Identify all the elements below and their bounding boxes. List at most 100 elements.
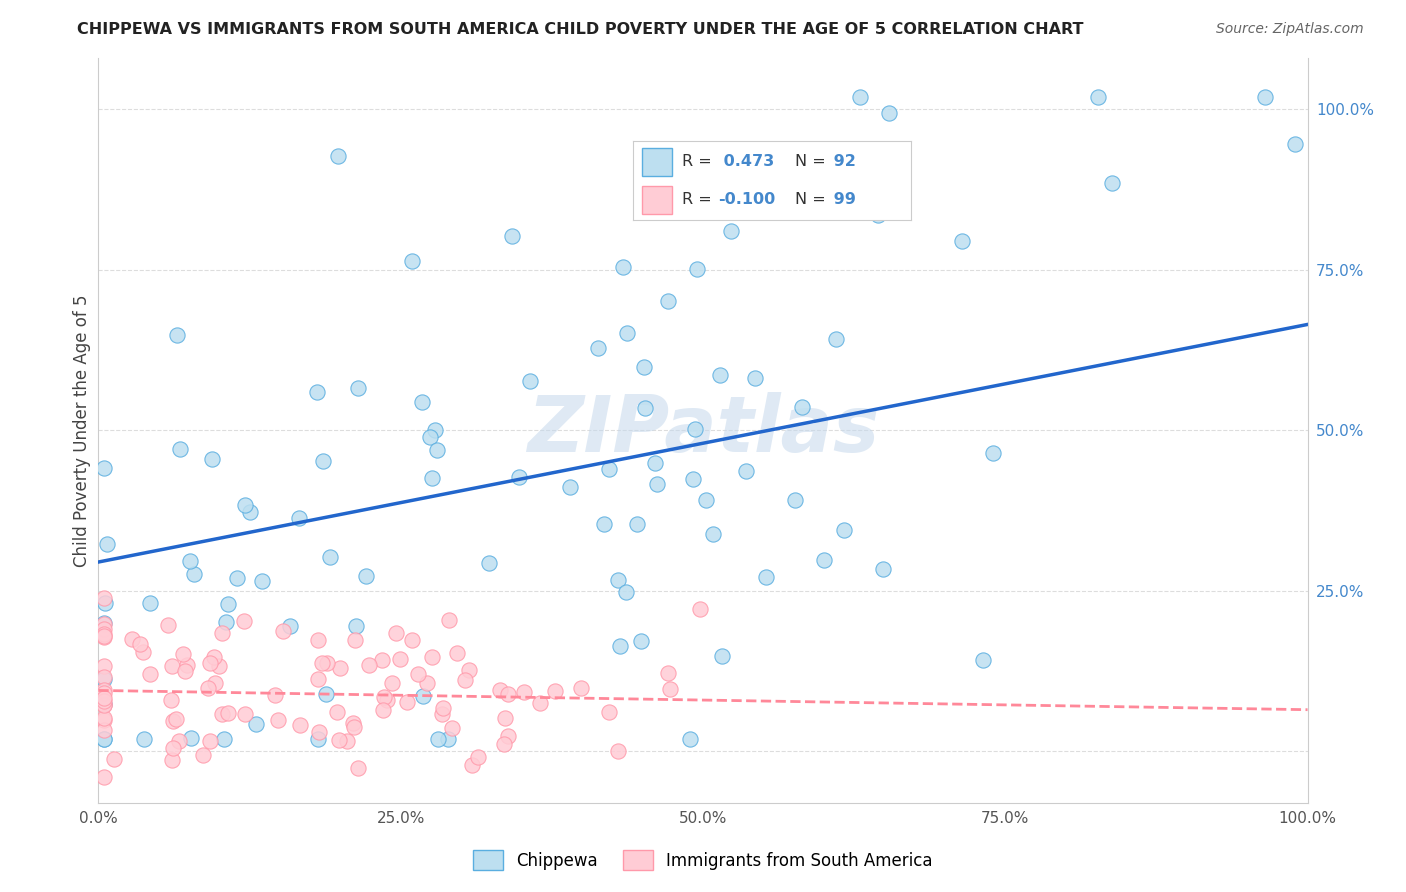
Point [180,731,202,745]
Point [172,647,194,661]
Point [418,430,440,444]
Point [950,234,973,248]
Point [458,663,481,677]
Point [657,294,679,309]
Point [792,401,814,415]
Point [233,706,256,721]
Point [783,493,806,508]
Point [312,454,335,468]
Point [492,737,515,751]
Point [423,423,446,437]
Text: N =: N = [794,193,831,207]
Point [592,516,614,531]
Point [343,720,366,734]
Point [426,443,449,458]
Point [1101,176,1123,190]
Point [226,571,249,585]
Point [983,446,1005,460]
Point [139,596,162,610]
Point [381,676,404,690]
Point [432,707,454,722]
Point [93,697,115,711]
Point [454,673,477,688]
Point [645,477,668,491]
Point [342,716,364,731]
Point [308,725,330,739]
Point [657,665,679,680]
Point [686,261,709,276]
Point [427,731,450,746]
Point [93,658,115,673]
Point [200,656,222,670]
Text: R =: R = [682,154,717,169]
Point [211,706,233,721]
Point [129,637,152,651]
Point [326,706,349,720]
Point [162,754,184,768]
Point [519,374,541,388]
Point [93,623,115,637]
FancyBboxPatch shape [641,186,672,214]
Point [612,260,634,274]
Point [446,646,468,660]
Text: CHIPPEWA VS IMMIGRANTS FROM SOUTH AMERICA CHILD POVERTY UNDER THE AGE OF 5 CORRE: CHIPPEWA VS IMMIGRANTS FROM SOUTH AMERIC… [77,22,1084,37]
Point [202,649,225,664]
Point [288,510,311,524]
Point [271,624,294,639]
Point [872,562,894,576]
Point [328,661,350,675]
Point [598,462,620,476]
Point [93,770,115,784]
Point [156,618,179,632]
Point [356,569,378,583]
Point [179,554,201,568]
Point [879,106,901,120]
Point [217,597,239,611]
Point [825,332,848,346]
Point [598,705,620,719]
Point [406,667,429,681]
Point [93,616,115,631]
Point [432,701,454,715]
Point [326,149,349,163]
Point [250,574,273,588]
Point [634,401,657,415]
Point [494,711,516,725]
Point [461,757,484,772]
Point [208,659,231,673]
Point [166,712,188,726]
Point [420,649,443,664]
Point [176,657,198,672]
Point [702,526,724,541]
Point [1284,137,1306,152]
Point [103,752,125,766]
Point [689,602,711,616]
Point [633,359,655,374]
Point [343,632,366,647]
Point [416,675,439,690]
Point [93,694,115,708]
Point [183,566,205,581]
Point [373,703,395,717]
Point [93,690,115,705]
Point [496,730,519,744]
Point [489,683,512,698]
Point [744,371,766,385]
Point [204,676,226,690]
Point [529,696,551,710]
Point [93,731,115,746]
Y-axis label: Child Poverty Under the Age of 5: Child Poverty Under the Age of 5 [73,294,91,566]
Point [211,625,233,640]
Point [162,714,184,728]
Point [307,632,329,647]
Point [93,596,115,610]
Point [609,639,631,653]
Point [93,630,115,644]
Point [93,591,115,605]
Point [659,681,682,696]
Point [93,626,115,640]
Point [513,685,536,699]
Point [384,625,406,640]
Point [734,464,756,478]
Point [93,713,115,727]
